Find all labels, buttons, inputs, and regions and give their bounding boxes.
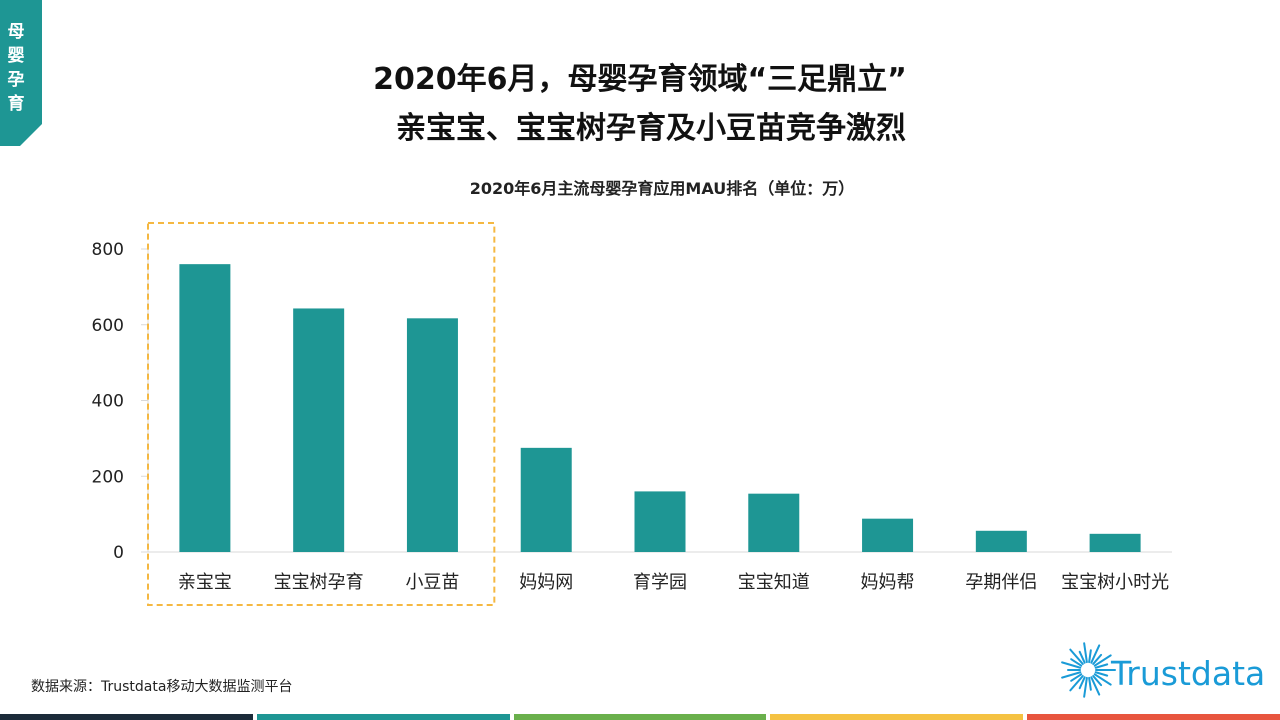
y-tick-label: 600	[92, 316, 124, 336]
x-category-label: 宝宝树孕育	[274, 572, 364, 593]
bar-5	[634, 491, 686, 552]
section-tab: 母婴孕育	[0, 0, 42, 146]
logo-ray	[1061, 671, 1082, 679]
bar-2	[293, 308, 345, 552]
logo-ray	[1088, 676, 1092, 691]
y-tick-label: 400	[92, 392, 124, 412]
x-category-label: 妈妈网	[519, 572, 573, 593]
strip-segment	[1027, 714, 1280, 720]
bar-8	[975, 530, 1027, 552]
x-category-label: 育学园	[633, 572, 687, 593]
logo-ray	[1078, 650, 1086, 664]
logo-ray	[1090, 644, 1101, 664]
logo-ray	[1078, 676, 1086, 690]
logo-ray	[1088, 649, 1092, 664]
x-category-label: 小豆苗	[405, 572, 459, 593]
bar-6	[748, 493, 800, 552]
bar-3	[406, 318, 458, 552]
bar-1	[179, 264, 231, 552]
logo-text: Trustdata	[1111, 654, 1266, 693]
logo-ray	[1093, 673, 1112, 686]
y-tick-label: 0	[113, 543, 124, 563]
chart-title: 2020年6月主流母婴孕育应用MAU排名（单位：万）	[470, 179, 854, 198]
x-category-label: 妈妈帮	[861, 572, 915, 593]
logo-ray	[1094, 663, 1109, 669]
x-category-label: 宝宝树小时光	[1061, 572, 1169, 593]
trustdata-logo-icon	[1061, 642, 1116, 698]
logo-ray	[1090, 676, 1101, 696]
logo-ray	[1069, 675, 1084, 692]
bottom-color-strip	[0, 714, 1280, 720]
bar-7	[862, 518, 914, 552]
logo-ray	[1061, 661, 1082, 669]
logo-ray	[1069, 648, 1084, 665]
x-category-label: 宝宝知道	[738, 572, 810, 593]
page-subtitle: 亲宝宝、宝宝树孕育及小豆苗竞争激烈	[396, 111, 906, 146]
logo-ray	[1092, 653, 1103, 665]
section-tab-shape	[0, 0, 42, 146]
strip-segment	[770, 714, 1024, 720]
logo-ray	[1092, 675, 1103, 687]
logo-ray	[1083, 676, 1088, 698]
logo-ray	[1083, 642, 1088, 664]
logo-ray	[1070, 673, 1083, 682]
y-tick-label: 200	[92, 467, 124, 487]
section-label: 母婴孕育	[7, 22, 25, 114]
strip-segment	[513, 714, 767, 720]
page-title: 2020年6月，母婴孕育领域“三足鼎立”	[373, 62, 907, 97]
x-category-label: 亲宝宝	[178, 572, 232, 593]
highlight-box	[147, 222, 496, 606]
bar-9	[1089, 533, 1141, 552]
logo-ray	[1070, 658, 1083, 667]
y-tick-label: 800	[92, 240, 124, 260]
x-category-label: 孕期伴侣	[965, 572, 1037, 593]
strip-segment	[0, 714, 253, 720]
source-note: 数据来源：Trustdata移动大数据监测平台	[31, 679, 293, 695]
logo-ray	[1093, 654, 1112, 667]
strip-segment	[256, 714, 510, 720]
logo-ray	[1094, 671, 1109, 677]
bar-4	[520, 447, 572, 552]
